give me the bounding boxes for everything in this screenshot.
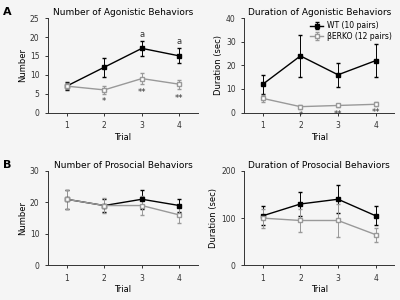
Text: *: * <box>102 98 106 106</box>
Text: A: A <box>3 7 11 17</box>
Text: **: ** <box>334 110 342 119</box>
Y-axis label: Number: Number <box>18 201 27 235</box>
Text: *: * <box>298 111 302 120</box>
Y-axis label: Duration (sec): Duration (sec) <box>209 188 218 248</box>
Title: Duration of Agonistic Behaviors: Duration of Agonistic Behaviors <box>248 8 391 17</box>
X-axis label: Trial: Trial <box>311 285 328 294</box>
Text: a: a <box>177 38 182 46</box>
X-axis label: Trial: Trial <box>311 133 328 142</box>
Title: Number of Agonistic Behaviors: Number of Agonistic Behaviors <box>53 8 193 17</box>
Title: Duration of Prosocial Behaviors: Duration of Prosocial Behaviors <box>248 161 390 170</box>
Text: **: ** <box>138 88 146 97</box>
Y-axis label: Number: Number <box>18 48 27 82</box>
Y-axis label: Duration (sec): Duration (sec) <box>214 35 223 95</box>
Legend: WT (10 pairs), βERKO (12 pairs): WT (10 pairs), βERKO (12 pairs) <box>308 20 393 42</box>
Text: **: ** <box>371 108 380 117</box>
Text: B: B <box>3 160 11 170</box>
Text: a: a <box>139 30 144 39</box>
X-axis label: Trial: Trial <box>114 133 132 142</box>
Title: Number of Prosocial Behaviors: Number of Prosocial Behaviors <box>54 161 192 170</box>
Text: **: ** <box>175 94 184 103</box>
X-axis label: Trial: Trial <box>114 285 132 294</box>
